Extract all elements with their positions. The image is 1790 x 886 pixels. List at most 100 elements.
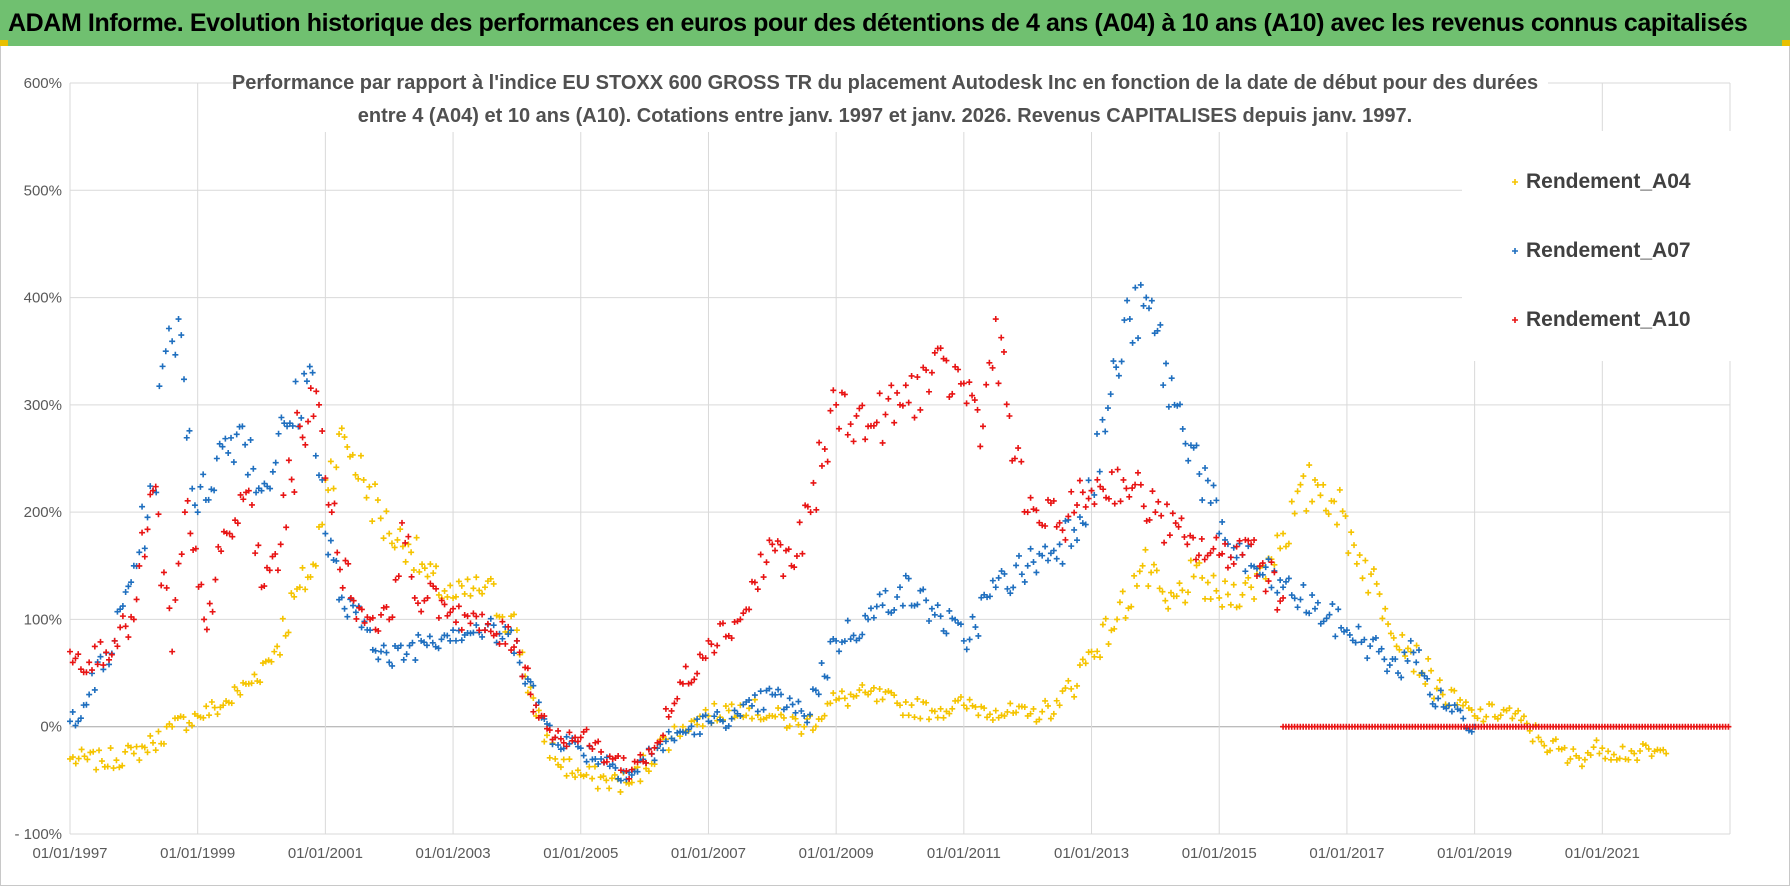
- data-point: [1094, 430, 1101, 437]
- data-point: [505, 631, 512, 638]
- data-point: [91, 643, 98, 650]
- data-point: [75, 651, 82, 658]
- data-point: [1538, 738, 1545, 745]
- data-point: [1182, 599, 1189, 606]
- data-point: [1184, 541, 1191, 548]
- data-point: [972, 624, 979, 631]
- data-point: [1082, 660, 1089, 667]
- data-point: [841, 638, 848, 645]
- data-point: [75, 718, 82, 725]
- data-point: [1015, 445, 1022, 452]
- data-point: [1608, 756, 1615, 763]
- data-point: [671, 723, 678, 730]
- data-point: [983, 381, 990, 388]
- data-point: [363, 494, 370, 501]
- data-point: [1166, 532, 1173, 539]
- data-point: [1451, 687, 1458, 694]
- data-point: [836, 425, 843, 432]
- x-tick-label: 01/01/1997: [32, 845, 107, 862]
- data-point: [549, 736, 556, 743]
- data-point: [201, 616, 208, 623]
- data-point: [595, 761, 602, 768]
- data-point: [651, 757, 658, 764]
- data-point: [310, 561, 317, 568]
- data-point: [1300, 581, 1307, 588]
- data-point: [1239, 591, 1246, 598]
- data-point: [1187, 557, 1194, 564]
- data-point: [1448, 708, 1455, 715]
- data-point: [1053, 555, 1060, 562]
- data-point: [879, 602, 886, 609]
- data-point: [336, 431, 343, 438]
- data-point: [1297, 596, 1304, 603]
- data-point: [1227, 601, 1234, 608]
- data-point: [244, 471, 251, 478]
- data-point: [1341, 628, 1348, 635]
- data-point: [1291, 595, 1298, 602]
- y-tick-label: - 100%: [14, 826, 62, 843]
- data-point: [888, 609, 895, 616]
- data-point: [1085, 477, 1092, 484]
- data-point: [810, 479, 817, 486]
- data-point: [1242, 579, 1249, 586]
- data-point: [905, 712, 912, 719]
- data-point: [1468, 706, 1475, 713]
- data-point: [1074, 537, 1081, 544]
- data-point: [905, 575, 912, 582]
- data-point: [1274, 589, 1281, 596]
- data-point: [344, 613, 351, 620]
- data-point: [147, 491, 154, 498]
- data-point: [1117, 498, 1124, 505]
- data-point: [450, 605, 457, 612]
- data-point: [1433, 685, 1440, 692]
- data-point: [1392, 656, 1399, 663]
- data-point: [169, 648, 176, 655]
- data-point: [141, 553, 148, 560]
- data-point: [818, 716, 825, 723]
- data-point: [433, 585, 440, 592]
- data-point: [1425, 655, 1432, 662]
- data-point: [94, 661, 101, 668]
- data-point: [1126, 316, 1133, 323]
- data-point: [1401, 649, 1408, 656]
- data-point: [114, 643, 121, 650]
- data-point: [470, 585, 477, 592]
- data-point: [172, 351, 179, 358]
- data-point: [187, 530, 194, 537]
- data-point: [316, 523, 322, 530]
- data-point: [1271, 569, 1278, 576]
- data-point: [870, 684, 877, 691]
- data-point: [1042, 697, 1049, 704]
- data-point: [333, 557, 340, 564]
- data-point: [966, 636, 973, 643]
- data-point: [920, 586, 927, 593]
- data-point: [278, 414, 285, 421]
- data-point: [1251, 596, 1258, 603]
- data-point: [1001, 570, 1008, 577]
- data-point: [557, 764, 564, 771]
- data-point: [189, 485, 196, 492]
- y-tick-label: 300%: [24, 397, 62, 414]
- data-point: [222, 435, 229, 442]
- data-point: [72, 722, 79, 729]
- legend-marker: [1512, 179, 1518, 185]
- data-point: [1119, 588, 1126, 595]
- data-point: [807, 509, 814, 516]
- data-point: [969, 613, 976, 620]
- data-point: [908, 702, 915, 709]
- data-point: [427, 561, 434, 568]
- data-point: [598, 756, 605, 763]
- data-point: [937, 345, 944, 352]
- data-point: [780, 573, 787, 580]
- data-point: [859, 402, 866, 409]
- data-point: [513, 637, 520, 644]
- data-point: [1280, 584, 1287, 591]
- data-point: [1435, 695, 1442, 702]
- data-point: [1182, 440, 1189, 447]
- data-point: [211, 487, 218, 494]
- data-point: [86, 659, 93, 666]
- data-point: [824, 674, 831, 681]
- data-point: [885, 395, 892, 402]
- data-point: [923, 597, 930, 604]
- data-point: [1230, 581, 1237, 588]
